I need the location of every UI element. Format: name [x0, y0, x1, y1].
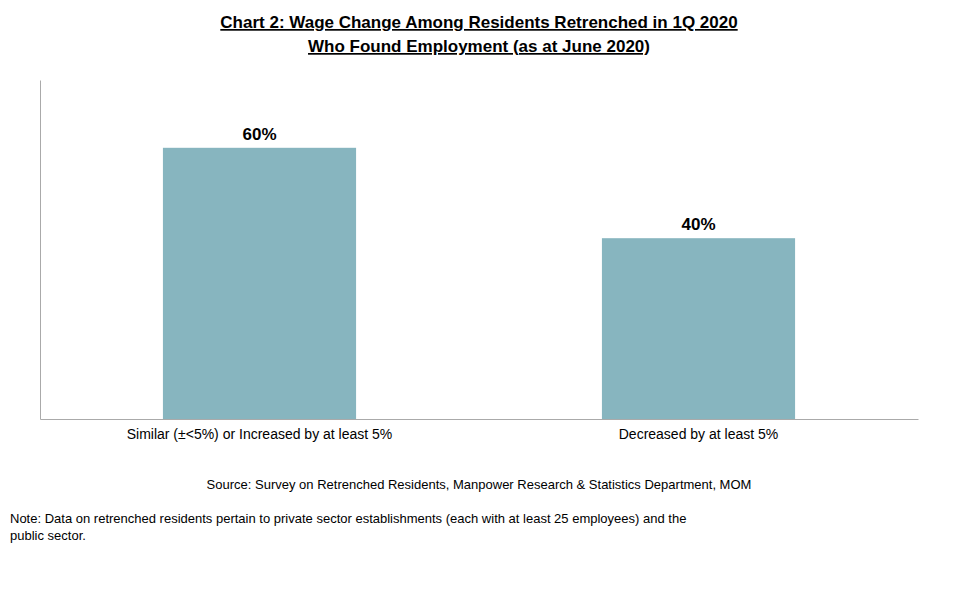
annotations: Source: Survey on Retrenched Residents, … [10, 477, 751, 543]
data-label: 40% [681, 215, 715, 234]
bars [163, 148, 795, 419]
title: Chart 2: Wage Change Among Residents Ret… [220, 13, 737, 32]
bar [602, 238, 795, 419]
data-labels: 60% 40% [242, 125, 715, 234]
source: Source: Survey on Retrenched Residents, … [207, 477, 752, 492]
y-axis-line [40, 81, 41, 420]
chart: Chart 2: Wage Change Among Residents Ret… [0, 0, 958, 589]
x-axis-line [41, 419, 919, 420]
subtitle: Who Found Employment (as at June 2020) [308, 37, 650, 56]
x-tick-label: Similar (±<5%) or Increased by at least … [127, 426, 393, 442]
data-label: 60% [242, 125, 276, 144]
note: Note: Data on retrenched residents perta… [10, 511, 686, 543]
bar [163, 148, 356, 419]
x-tick-label: Decreased by at least 5% [619, 426, 779, 442]
x-tick: Decreased by at least 5% [619, 426, 779, 442]
x-tick: Similar (±<5%) or Increased by at least … [127, 426, 393, 442]
x-axis: Similar (±<5%) or Increased by at least … [41, 420, 919, 442]
y-axis [40, 81, 41, 420]
plot-area: 60% 40% Similar (±<5%) or Increased by at … [41, 81, 919, 442]
